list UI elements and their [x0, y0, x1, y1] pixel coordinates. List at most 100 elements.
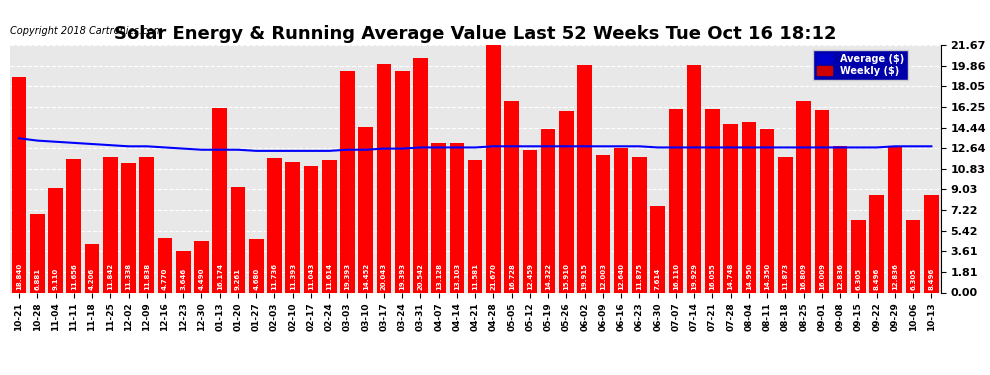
- Text: 12.640: 12.640: [618, 263, 624, 290]
- Text: 4.680: 4.680: [253, 268, 259, 290]
- Bar: [486, 45, 501, 292]
- Bar: [322, 160, 337, 292]
- Text: 14.950: 14.950: [745, 263, 752, 290]
- Bar: [140, 157, 154, 292]
- Text: 7.614: 7.614: [654, 268, 660, 290]
- Bar: [231, 187, 246, 292]
- Text: 13.128: 13.128: [436, 263, 442, 290]
- Text: 11.875: 11.875: [637, 263, 643, 290]
- Bar: [577, 65, 592, 292]
- Bar: [157, 238, 172, 292]
- Text: 11.338: 11.338: [126, 263, 132, 290]
- Bar: [687, 65, 702, 292]
- Bar: [358, 128, 373, 292]
- Text: 4.206: 4.206: [89, 268, 95, 290]
- Text: 12.836: 12.836: [838, 263, 843, 290]
- Text: 11.656: 11.656: [70, 264, 77, 290]
- Text: 12.003: 12.003: [600, 263, 606, 290]
- Text: 15.910: 15.910: [563, 263, 569, 290]
- Text: 9.110: 9.110: [52, 268, 58, 290]
- Bar: [304, 166, 318, 292]
- Bar: [267, 159, 282, 292]
- Text: 19.393: 19.393: [399, 263, 405, 290]
- Bar: [103, 157, 118, 292]
- Bar: [851, 220, 865, 292]
- Bar: [869, 195, 884, 292]
- Text: 11.393: 11.393: [290, 263, 296, 290]
- Bar: [742, 122, 756, 292]
- Bar: [614, 148, 629, 292]
- Bar: [924, 195, 939, 292]
- Bar: [66, 159, 81, 292]
- Text: 16.055: 16.055: [710, 264, 716, 290]
- Text: 13.103: 13.103: [454, 263, 460, 290]
- Legend: Average ($), Weekly ($): Average ($), Weekly ($): [814, 50, 908, 80]
- Text: 14.322: 14.322: [545, 263, 551, 290]
- Bar: [906, 220, 921, 292]
- Text: 20.043: 20.043: [381, 263, 387, 290]
- Text: 11.043: 11.043: [308, 263, 314, 290]
- Text: 12.836: 12.836: [892, 263, 898, 290]
- Title: Solar Energy & Running Average Value Last 52 Weeks Tue Oct 16 18:12: Solar Energy & Running Average Value Las…: [114, 26, 837, 44]
- Text: 11.736: 11.736: [271, 263, 277, 290]
- Text: 8.496: 8.496: [929, 268, 935, 290]
- Text: 16.728: 16.728: [509, 263, 515, 290]
- Bar: [815, 110, 830, 292]
- Bar: [432, 142, 446, 292]
- Bar: [468, 160, 482, 292]
- Text: 11.838: 11.838: [144, 263, 149, 290]
- Text: 8.496: 8.496: [873, 268, 880, 290]
- Text: 20.542: 20.542: [418, 263, 424, 290]
- Bar: [341, 71, 354, 292]
- Bar: [559, 111, 574, 292]
- Bar: [650, 206, 665, 292]
- Text: 14.452: 14.452: [362, 263, 368, 290]
- Text: 11.581: 11.581: [472, 263, 478, 290]
- Bar: [213, 108, 227, 292]
- Text: 11.842: 11.842: [107, 263, 113, 290]
- Text: 19.915: 19.915: [582, 263, 588, 290]
- Text: 14.748: 14.748: [728, 263, 734, 290]
- Bar: [413, 58, 428, 292]
- Text: 16.009: 16.009: [819, 263, 825, 290]
- Bar: [596, 155, 610, 292]
- Bar: [633, 157, 646, 292]
- Bar: [833, 146, 847, 292]
- Text: 16.809: 16.809: [801, 263, 807, 290]
- Text: 6.305: 6.305: [855, 268, 861, 290]
- Text: 3.646: 3.646: [180, 268, 186, 290]
- Text: 11.873: 11.873: [782, 263, 788, 290]
- Text: 14.350: 14.350: [764, 263, 770, 290]
- Bar: [449, 143, 464, 292]
- Text: 16.110: 16.110: [673, 263, 679, 290]
- Text: 19.393: 19.393: [345, 263, 350, 290]
- Text: 16.174: 16.174: [217, 263, 223, 290]
- Bar: [395, 71, 410, 292]
- Bar: [248, 239, 263, 292]
- Bar: [541, 129, 555, 292]
- Text: 9.261: 9.261: [235, 268, 241, 290]
- Bar: [504, 102, 519, 292]
- Bar: [705, 109, 720, 292]
- Bar: [285, 162, 300, 292]
- Text: Copyright 2018 Cartronics.com: Copyright 2018 Cartronics.com: [10, 26, 163, 36]
- Bar: [30, 214, 45, 292]
- Bar: [12, 77, 27, 292]
- Bar: [176, 251, 190, 292]
- Bar: [523, 150, 538, 292]
- Bar: [121, 163, 136, 292]
- Text: 4.490: 4.490: [198, 268, 205, 290]
- Bar: [888, 146, 902, 292]
- Text: 18.840: 18.840: [16, 263, 22, 290]
- Text: 21.670: 21.670: [490, 263, 496, 290]
- Bar: [724, 124, 738, 292]
- Text: 12.459: 12.459: [527, 263, 533, 290]
- Text: 19.929: 19.929: [691, 263, 697, 290]
- Bar: [778, 157, 793, 292]
- Bar: [85, 244, 99, 292]
- Text: 6.881: 6.881: [35, 268, 41, 290]
- Bar: [760, 129, 774, 292]
- Text: 6.305: 6.305: [910, 268, 916, 290]
- Bar: [796, 100, 811, 292]
- Text: 4.770: 4.770: [162, 268, 168, 290]
